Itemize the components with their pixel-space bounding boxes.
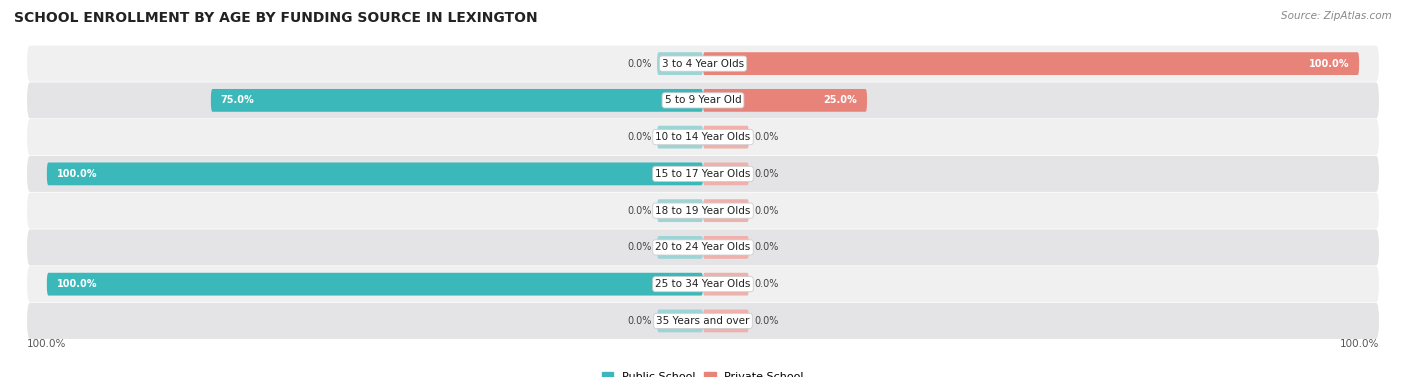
Text: 0.0%: 0.0% (627, 242, 652, 253)
FancyBboxPatch shape (27, 82, 1379, 118)
FancyBboxPatch shape (703, 310, 749, 332)
Text: 35 Years and over: 35 Years and over (657, 316, 749, 326)
Text: 0.0%: 0.0% (754, 132, 779, 142)
Text: 0.0%: 0.0% (754, 205, 779, 216)
FancyBboxPatch shape (657, 52, 703, 75)
FancyBboxPatch shape (27, 229, 1379, 265)
Text: 5 to 9 Year Old: 5 to 9 Year Old (665, 95, 741, 106)
Text: 100.0%: 100.0% (56, 169, 97, 179)
FancyBboxPatch shape (657, 199, 703, 222)
FancyBboxPatch shape (703, 236, 749, 259)
Text: 25.0%: 25.0% (824, 95, 858, 106)
Text: 20 to 24 Year Olds: 20 to 24 Year Olds (655, 242, 751, 253)
FancyBboxPatch shape (657, 310, 703, 332)
Text: 0.0%: 0.0% (627, 316, 652, 326)
FancyBboxPatch shape (46, 162, 703, 185)
FancyBboxPatch shape (703, 52, 1360, 75)
Text: 100.0%: 100.0% (56, 279, 97, 289)
FancyBboxPatch shape (46, 273, 703, 296)
Text: 0.0%: 0.0% (754, 242, 779, 253)
FancyBboxPatch shape (703, 199, 749, 222)
Text: 0.0%: 0.0% (627, 205, 652, 216)
Legend: Public School, Private School: Public School, Private School (598, 368, 808, 377)
Text: 0.0%: 0.0% (627, 132, 652, 142)
FancyBboxPatch shape (27, 119, 1379, 155)
Text: 100.0%: 100.0% (27, 339, 66, 349)
Text: 0.0%: 0.0% (754, 169, 779, 179)
Text: Source: ZipAtlas.com: Source: ZipAtlas.com (1281, 11, 1392, 21)
Text: 25 to 34 Year Olds: 25 to 34 Year Olds (655, 279, 751, 289)
Text: 15 to 17 Year Olds: 15 to 17 Year Olds (655, 169, 751, 179)
FancyBboxPatch shape (657, 126, 703, 149)
FancyBboxPatch shape (703, 273, 749, 296)
FancyBboxPatch shape (27, 156, 1379, 192)
FancyBboxPatch shape (27, 303, 1379, 339)
Text: 0.0%: 0.0% (627, 58, 652, 69)
Text: 0.0%: 0.0% (754, 316, 779, 326)
Text: SCHOOL ENROLLMENT BY AGE BY FUNDING SOURCE IN LEXINGTON: SCHOOL ENROLLMENT BY AGE BY FUNDING SOUR… (14, 11, 537, 25)
FancyBboxPatch shape (703, 89, 868, 112)
FancyBboxPatch shape (27, 46, 1379, 82)
FancyBboxPatch shape (703, 162, 749, 185)
FancyBboxPatch shape (703, 126, 749, 149)
Text: 10 to 14 Year Olds: 10 to 14 Year Olds (655, 132, 751, 142)
Text: 100.0%: 100.0% (1309, 58, 1350, 69)
FancyBboxPatch shape (27, 193, 1379, 229)
FancyBboxPatch shape (211, 89, 703, 112)
Text: 75.0%: 75.0% (221, 95, 254, 106)
Text: 18 to 19 Year Olds: 18 to 19 Year Olds (655, 205, 751, 216)
Text: 100.0%: 100.0% (1340, 339, 1379, 349)
Text: 3 to 4 Year Olds: 3 to 4 Year Olds (662, 58, 744, 69)
FancyBboxPatch shape (657, 236, 703, 259)
FancyBboxPatch shape (27, 266, 1379, 302)
Text: 0.0%: 0.0% (754, 279, 779, 289)
